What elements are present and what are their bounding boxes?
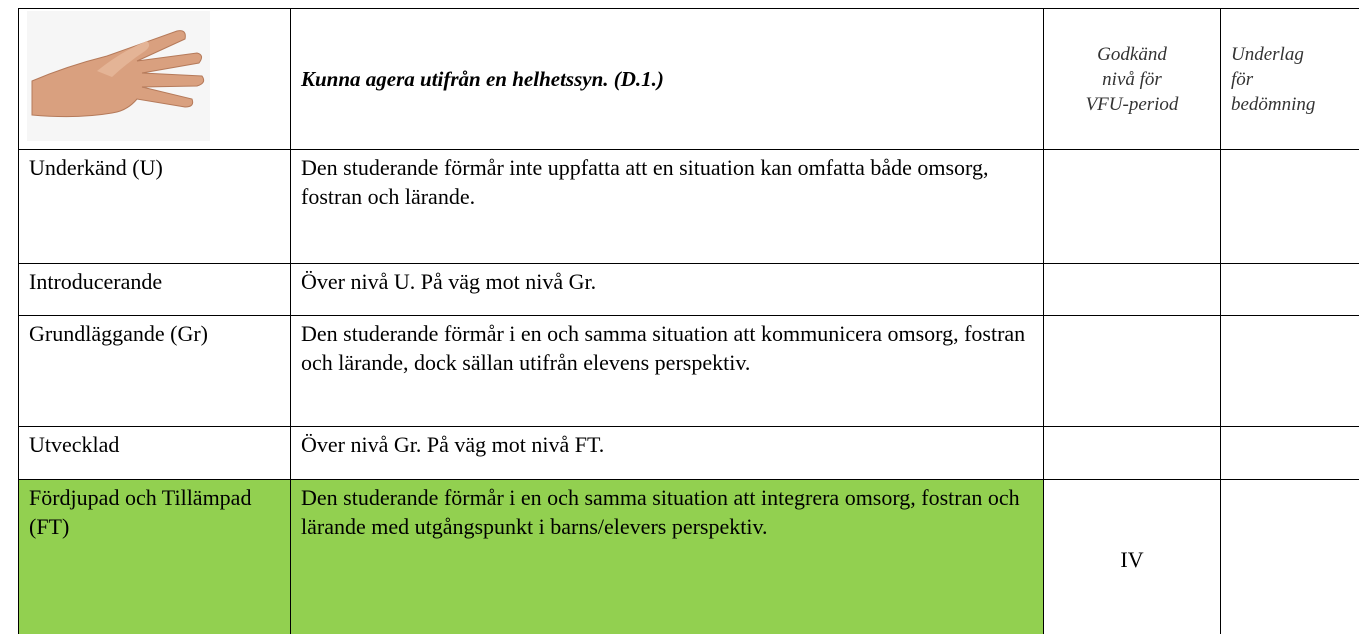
basis-heading: Underlag för bedömning <box>1220 8 1359 150</box>
description-cell: Den studerande förmår inte uppfatta att … <box>290 149 1044 264</box>
period-cell <box>1043 263 1221 316</box>
basis-cell <box>1220 263 1359 316</box>
heading-line: nivå för <box>1102 68 1162 90</box>
heading-line: för <box>1231 68 1254 90</box>
description-cell: Den studerande förmår i en och samma sit… <box>290 315 1044 427</box>
basis-cell <box>1220 426 1359 480</box>
level-cell: Grundläggande (Gr) <box>18 315 291 427</box>
heading-line: VFU-period <box>1085 93 1179 115</box>
header-row: Kunna agera utifrån en helhetssyn. (D.1.… <box>18 8 1359 150</box>
table-title: Kunna agera utifrån en helhetssyn. (D.1.… <box>301 67 664 91</box>
description-cell: Den studerande förmår i en och samma sit… <box>290 479 1044 634</box>
level-cell: Fördjupad och Tillämpad (FT) <box>18 479 291 634</box>
title-cell: Kunna agera utifrån en helhetssyn. (D.1.… <box>290 8 1044 150</box>
table-row: Grundläggande (Gr) Den studerande förmår … <box>18 315 1359 427</box>
level-cell: Utvecklad <box>18 426 291 480</box>
basis-cell <box>1220 315 1359 427</box>
basis-cell <box>1220 479 1359 634</box>
table-row: Utvecklad Över nivå Gr. På väg mot nivå F… <box>18 426 1359 480</box>
description-cell: Över nivå U. På väg mot nivå Gr. <box>290 263 1044 316</box>
heading-line: Underlag <box>1231 43 1304 65</box>
period-cell <box>1043 426 1221 480</box>
period-cell: IV <box>1043 479 1221 634</box>
table-row: Fördjupad och Tillämpad (FT) Den studeran… <box>18 479 1359 634</box>
table-row: Underkänd (U) Den studerande förmår inte … <box>18 149 1359 264</box>
basis-cell <box>1220 149 1359 264</box>
level-cell: Introducerande <box>18 263 291 316</box>
heading-line: Godkänd <box>1097 43 1167 65</box>
level-cell: Underkänd (U) <box>18 149 291 264</box>
table-row: Introducerande Över nivå U. På väg mot ni… <box>18 263 1359 316</box>
period-cell <box>1043 315 1221 427</box>
assessment-table: Kunna agera utifrån en helhetssyn. (D.1.… <box>18 8 1359 634</box>
level-heading: Godkänd nivå för VFU-period <box>1043 8 1221 150</box>
period-cell <box>1043 149 1221 264</box>
image-cell <box>18 8 291 150</box>
description-cell: Över nivå Gr. På väg mot nivå FT. <box>290 426 1044 480</box>
heading-line: bedömning <box>1231 93 1316 115</box>
hand-image <box>27 10 210 141</box>
